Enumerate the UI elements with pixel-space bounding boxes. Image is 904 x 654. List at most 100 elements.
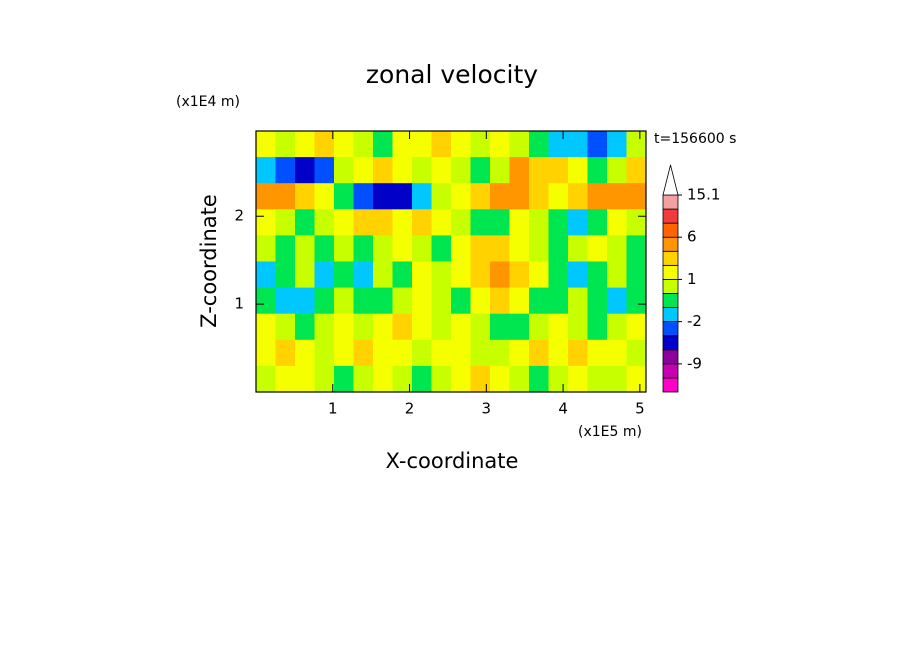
colorbar-band [662,377,679,393]
field-cell [568,313,588,341]
field-cell [490,183,510,210]
field-cell [490,365,510,393]
field-cell [353,365,374,393]
field-cell [256,209,276,236]
colorbar-label: -9 [687,354,702,372]
field-cell [587,261,608,289]
colorbar-band [662,194,679,210]
field-cell [392,235,413,262]
colorbar-band [662,321,679,337]
field-cell [587,287,608,315]
field-cell [412,131,432,158]
field-cell [314,339,335,367]
field-cell [548,339,569,367]
field-cell [334,261,354,289]
field-cell [314,183,335,210]
field-cell [607,209,627,236]
field-cell [626,209,647,236]
field-cell [529,261,549,289]
field-cell [490,287,510,315]
field-cell [334,287,354,315]
field-cell [392,261,413,289]
y-tick-label: 1 [234,295,244,313]
field-cell [353,313,374,341]
field-cell [373,157,393,184]
field-cell [353,157,374,184]
field-cell [509,183,530,210]
field-cell [568,261,588,289]
field-cell [509,209,530,236]
field-cell [607,339,627,367]
field-cell [509,157,530,184]
colorbar-band [662,236,679,252]
field-cell [275,183,296,210]
field-cell [490,209,510,236]
colorbar-over [662,164,679,196]
field-cell [295,313,315,341]
field-cell [509,235,530,262]
field-cell [451,261,471,289]
field-cell [470,287,491,315]
field-cell [568,339,588,367]
field-cell [548,183,569,210]
field-cell [334,235,354,262]
chart-title: zonal velocity [366,60,538,89]
field-cell [412,287,432,315]
field-cell [548,365,569,393]
field-cell [587,183,608,210]
field-cell [412,261,432,289]
field-cell [568,131,588,158]
field-cell [314,131,335,158]
field-cell [529,313,549,341]
field-cell [568,209,588,236]
field-cell [607,131,627,158]
field-cell [470,157,491,184]
field-cell [587,313,608,341]
field-cell [490,313,510,341]
field-cell [626,131,647,158]
field-cell [275,131,296,158]
field-cell [626,365,647,393]
field-cell [256,131,276,158]
field-cell [334,157,354,184]
field-cell [626,313,647,341]
field-cell [548,313,569,341]
colorbar-label: 1 [687,270,697,288]
field-cell [373,339,393,367]
field-cell [509,313,530,341]
field-cell [412,339,432,367]
field-cell [548,131,569,158]
y-unit: (x1E4 m) [176,94,240,110]
field-cell [353,209,374,236]
field-cell [431,209,452,236]
field-cell [509,287,530,315]
field-cell [587,235,608,262]
field-cell [412,365,432,393]
field-cell [392,313,413,341]
field-cell [568,157,588,184]
field-cell [373,209,393,236]
field-cell [314,209,335,236]
colorbar-band [662,222,679,238]
field-cell [451,209,471,236]
field-cell [353,339,374,367]
field-cell [451,235,471,262]
field-cell [529,131,549,158]
field-cell [431,365,452,393]
field-cell [529,183,549,210]
field-cell [373,183,393,210]
field-cell [334,339,354,367]
field-cell [256,313,276,341]
field-cell [275,313,296,341]
field-cell [275,339,296,367]
field-cell [548,157,569,184]
field-cell [256,157,276,184]
field-cell [392,287,413,315]
field-cell [275,287,296,315]
y-tick-label: 2 [234,207,244,225]
field-cell [412,157,432,184]
field-cell [607,235,627,262]
field-cell [470,131,491,158]
